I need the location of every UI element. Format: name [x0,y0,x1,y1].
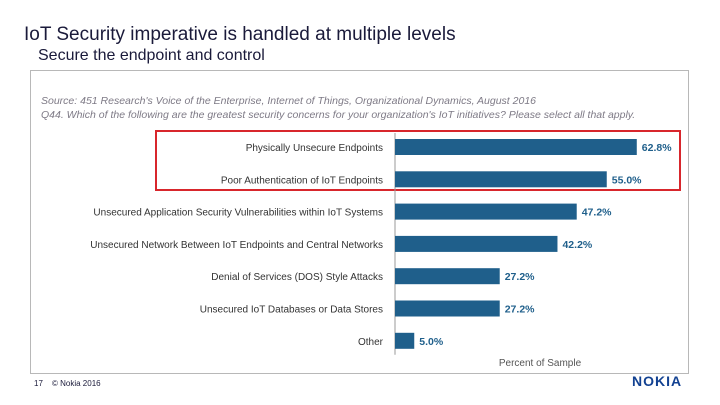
x-axis-label: Percent of Sample [499,358,582,369]
category-label: Other [358,337,384,348]
data-label: 62.8% [642,142,672,154]
data-label: 5.0% [419,336,444,348]
chart-source: Source: 451 Research's Voice of the Ente… [41,94,686,122]
slide-subtitle: Secure the endpoint and control [38,47,265,64]
data-label: 47.2% [582,207,612,219]
slide-title: IoT Security imperative is handled at mu… [24,24,456,45]
bar-chart: Physically Unsecure Endpoints 62.8% Poor A… [90,133,672,369]
data-label: 27.2% [505,271,535,283]
source-line: Source: 451 Research's Voice of the Ente… [41,95,536,107]
category-label: Physically Unsecure Endpoints [246,143,383,154]
bar [395,203,577,220]
category-label: Denial of Services (DOS) Style Attacks [211,272,383,283]
bar [395,332,415,349]
bar [395,235,558,252]
nokia-logo: NOKIA [632,373,683,389]
data-label: 55.0% [612,174,642,186]
bar [395,268,500,285]
bar [395,171,607,188]
chart-figure: Source: 451 Research's Voice of the Ente… [30,70,689,374]
bar [395,139,637,155]
category-label: Unsecured Network Between IoT Endpoints … [90,240,383,251]
highlight-box [155,130,681,191]
page-number: 17 [34,379,43,388]
bar [395,300,500,317]
data-label: 42.2% [562,239,592,251]
question-line: Q44. Which of the following are the grea… [41,109,636,121]
copyright: © Nokia 2016 [52,379,101,388]
category-label: Unsecured Application Security Vulnerabi… [93,208,383,219]
category-label: Poor Authentication of IoT Endpoints [221,175,383,186]
category-label: Unsecured IoT Databases or Data Stores [200,305,383,316]
data-label: 27.2% [505,304,535,316]
